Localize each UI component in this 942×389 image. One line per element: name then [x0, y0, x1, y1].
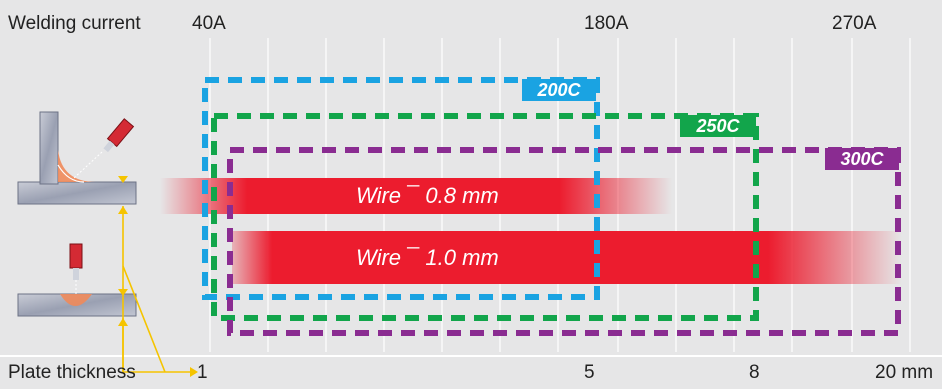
model-300c-range	[227, 147, 901, 336]
top-tick-270a: 270A	[832, 13, 877, 34]
fillet-weld-torch-icon	[17, 111, 137, 205]
wire-0.8-label: Wire ¯ 0.8 mm	[356, 183, 499, 208]
model-250c-range	[211, 113, 759, 321]
pointer-arrowhead	[190, 367, 198, 377]
top-axis-label: Welding current	[8, 13, 141, 34]
wire-1.0-label: Wire ¯ 1.0 mm	[356, 245, 499, 270]
model-300c-tag: 300C	[825, 148, 899, 170]
model-250c-tag: 250C	[680, 115, 756, 137]
top-tick-40a: 40A	[192, 13, 226, 34]
top-tick-180a: 180A	[584, 13, 629, 34]
bottom-tick-20mm: 20 mm	[875, 362, 934, 383]
butt-weld-torch-icon	[17, 243, 137, 317]
bottom-tick-8: 8	[749, 362, 760, 383]
model-200c-tag: 200C	[522, 79, 596, 101]
bottom-tick-5: 5	[584, 362, 595, 383]
bottom-axis-label: Plate thickness	[8, 362, 136, 383]
wire-1.0-bar	[232, 231, 902, 284]
wire-0.8-bar	[160, 178, 672, 214]
bottom-tick-1: 1	[197, 362, 208, 383]
model-200c-range	[202, 77, 600, 300]
pointer-arrow-icon	[122, 206, 190, 373]
